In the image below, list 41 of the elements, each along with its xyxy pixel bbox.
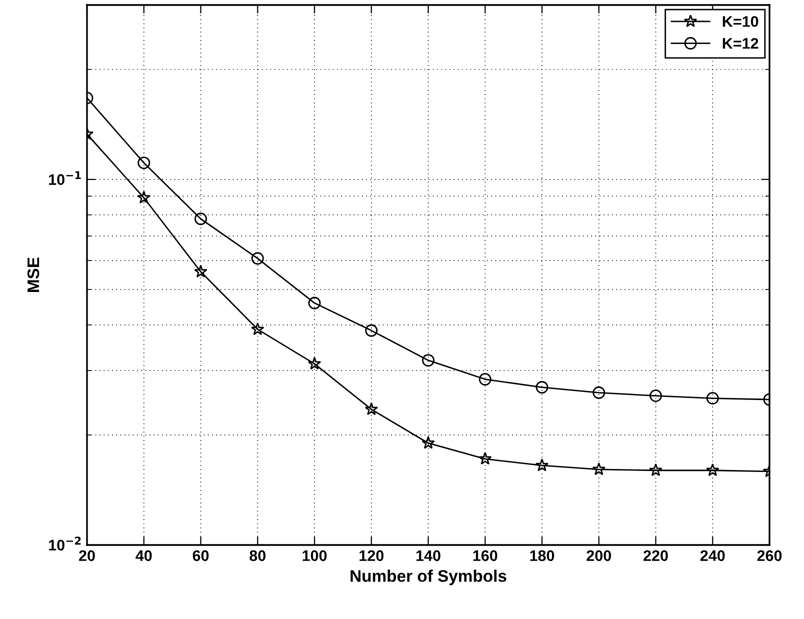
x-tick-label: 160	[473, 550, 498, 562]
point	[592, 462, 606, 476]
x-axis-title: Number of Symbols	[350, 570, 506, 586]
y-tick-label: 10$^{−2}$	[49, 536, 81, 551]
point	[649, 463, 662, 476]
y-axis-title: MSE	[27, 258, 40, 292]
point	[706, 463, 720, 476]
x-tick-label: 200	[586, 550, 611, 562]
point	[194, 264, 208, 278]
x-tick-label: 40	[136, 550, 152, 562]
point	[138, 156, 150, 170]
x-tick-label: 60	[192, 550, 209, 562]
point	[137, 190, 151, 204]
point	[536, 381, 548, 394]
point	[478, 452, 492, 465]
point	[194, 212, 207, 226]
point	[365, 324, 378, 337]
point	[308, 296, 321, 310]
point	[422, 354, 434, 367]
point	[650, 390, 662, 402]
x-tick-label: 120	[360, 550, 384, 562]
point	[478, 373, 492, 386]
x-tick-label: 180	[530, 550, 554, 562]
point	[422, 436, 435, 449]
legend-label: K=12	[722, 38, 758, 49]
x-tick-label: 240	[700, 550, 725, 562]
x-tick-label: 220	[644, 550, 668, 562]
point	[308, 356, 322, 370]
y-tick-label: 10$^{−1}$	[49, 171, 81, 186]
legend-label: K=10	[722, 16, 758, 27]
point	[251, 252, 264, 265]
x-tick-label: 140	[416, 550, 440, 562]
point	[706, 392, 719, 405]
x-tick-label: 20	[79, 550, 95, 562]
x-tick-label: 100	[302, 550, 327, 562]
point	[364, 402, 378, 416]
x-tick-label: 80	[250, 550, 266, 562]
point	[535, 458, 549, 472]
point	[250, 322, 264, 336]
x-tick-label: 260	[757, 550, 782, 562]
point	[592, 386, 606, 399]
